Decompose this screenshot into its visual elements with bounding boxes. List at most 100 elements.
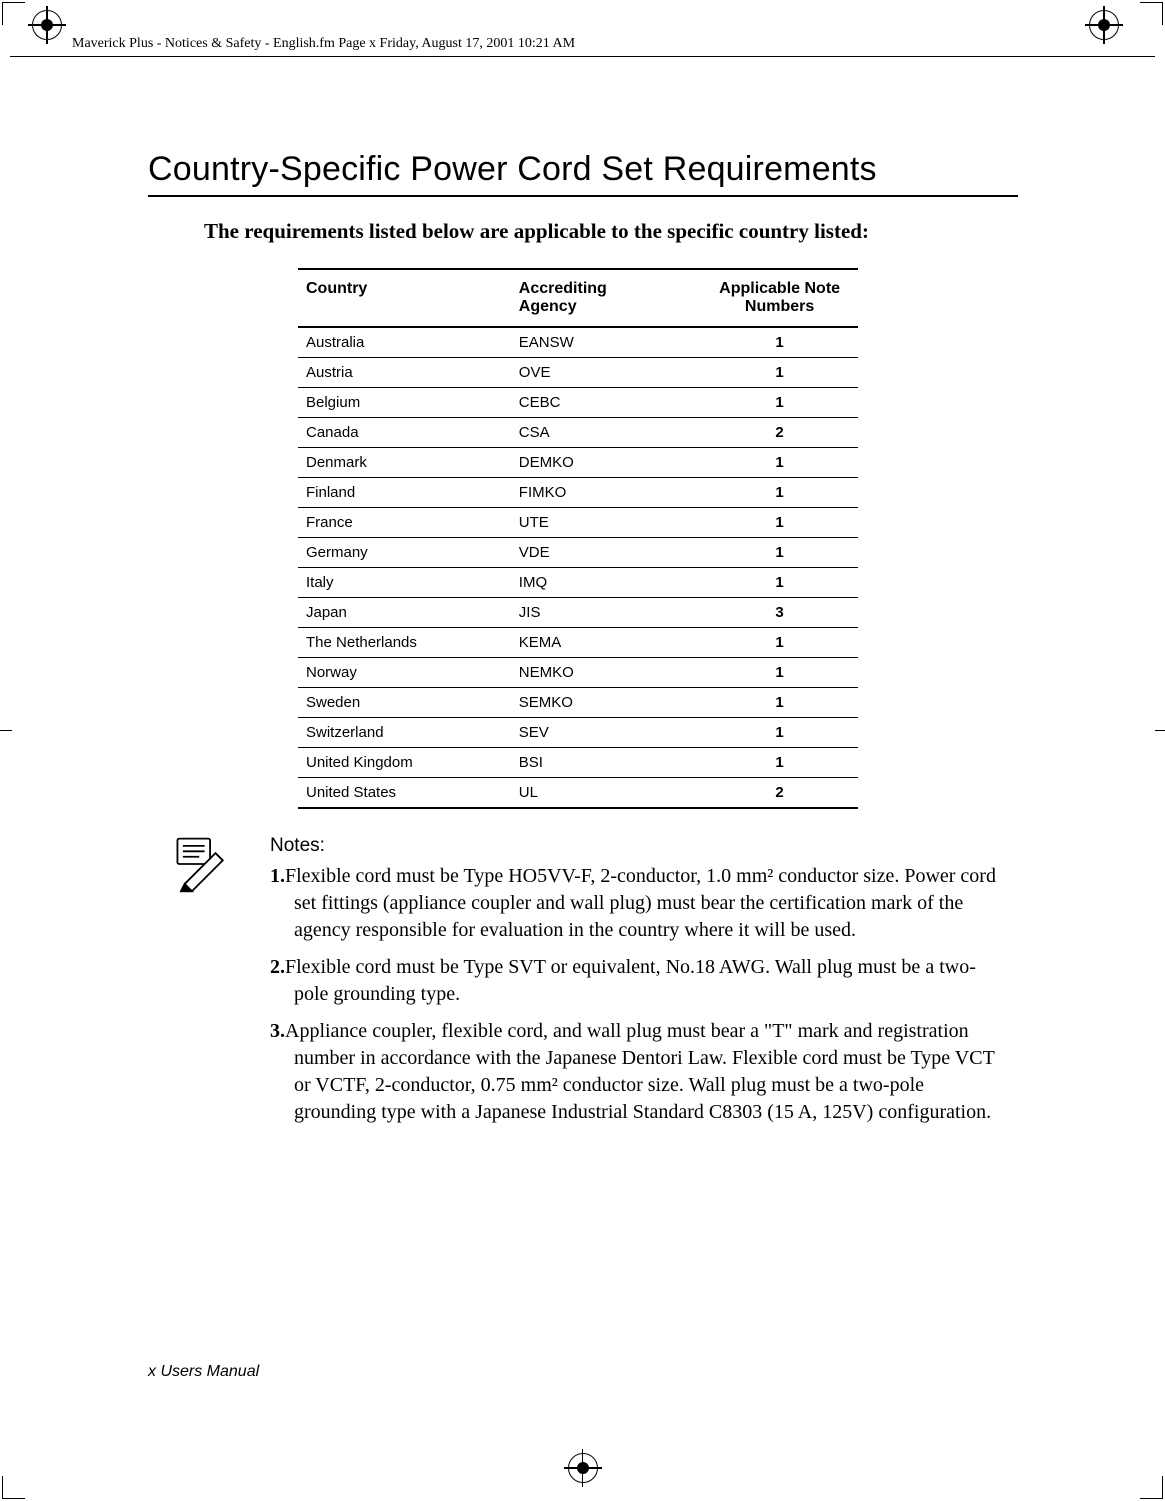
cell-country: Denmark [298,448,511,478]
crop-mark-top-right [1140,2,1163,25]
table-row: JapanJIS3 [298,598,858,628]
requirements-table-wrap: Country Accrediting Agency Applicable No… [298,268,858,809]
cell-note: 1 [701,538,858,568]
cell-country: France [298,508,511,538]
cell-note: 3 [701,598,858,628]
cell-agency: EANSW [511,327,701,358]
cell-note: 1 [701,568,858,598]
cell-note: 1 [701,358,858,388]
cell-agency: UL [511,778,701,809]
cell-country: Japan [298,598,511,628]
cell-note: 1 [701,448,858,478]
cell-note: 2 [701,778,858,809]
col-note-line2: Numbers [745,298,814,315]
section-title: Country-Specific Power Cord Set Requirem… [148,150,1018,189]
note-item: 3.Appliance coupler, flexible cord, and … [270,1018,1000,1126]
crop-tick-mid-left [0,730,10,746]
cell-agency: SEV [511,718,701,748]
cell-note: 1 [701,388,858,418]
cell-agency: FIMKO [511,478,701,508]
cell-country: Norway [298,658,511,688]
main-content: Country-Specific Power Cord Set Requirem… [148,150,1018,1136]
note-item: 2.Flexible cord must be Type SVT or equi… [270,954,1000,1008]
crop-tick-mid-right [1155,730,1165,746]
crop-mark-bottom-right [1140,1476,1163,1499]
cell-agency: KEMA [511,628,701,658]
table-header-row: Country Accrediting Agency Applicable No… [298,269,858,327]
cell-note: 1 [701,658,858,688]
table-row: BelgiumCEBC1 [298,388,858,418]
page: Maverick Plus - Notices & Safety - Engli… [0,0,1165,1501]
cell-country: Austria [298,358,511,388]
table-row: United StatesUL2 [298,778,858,809]
cell-country: United Kingdom [298,748,511,778]
registration-mark-bottom [568,1453,598,1483]
cell-country: Sweden [298,688,511,718]
cell-note: 1 [701,508,858,538]
registration-mark-top-right [1089,10,1127,48]
cell-note: 1 [701,718,858,748]
cell-agency: UTE [511,508,701,538]
cell-country: Finland [298,478,511,508]
note-text: 3.Appliance coupler, flexible cord, and … [270,1018,1000,1126]
cell-note: 2 [701,418,858,448]
table-row: SwedenSEMKO1 [298,688,858,718]
cell-agency: OVE [511,358,701,388]
cell-agency: DEMKO [511,448,701,478]
table-row: FinlandFIMKO1 [298,478,858,508]
note-text: 2.Flexible cord must be Type SVT or equi… [270,954,1000,1008]
cell-note: 1 [701,748,858,778]
cell-agency: IMQ [511,568,701,598]
table-row: ItalyIMQ1 [298,568,858,598]
cell-country: Canada [298,418,511,448]
cell-country: United States [298,778,511,809]
cell-country: Australia [298,327,511,358]
notes-block: Notes: 1.Flexible cord must be Type HO5V… [178,835,1018,1126]
lead-sentence: The requirements listed below are applic… [204,219,1018,244]
notes-list: 1.Flexible cord must be Type HO5VV-F, 2-… [270,863,1000,1126]
cell-note: 1 [701,628,858,658]
pencil-note-icon [172,835,230,898]
note-number: 1. [270,865,285,887]
cell-note: 1 [701,688,858,718]
table-row: SwitzerlandSEV1 [298,718,858,748]
table-row: DenmarkDEMKO1 [298,448,858,478]
table-row: United KingdomBSI1 [298,748,858,778]
crop-mark-top-left [2,2,25,25]
table-row: FranceUTE1 [298,508,858,538]
cell-agency: BSI [511,748,701,778]
cell-note: 1 [701,327,858,358]
cell-agency: CEBC [511,388,701,418]
col-agency: Accrediting Agency [511,269,701,327]
cell-country: The Netherlands [298,628,511,658]
cell-country: Italy [298,568,511,598]
col-agency-line2: Agency [519,298,577,315]
cell-country: Belgium [298,388,511,418]
cell-agency: CSA [511,418,701,448]
running-head: Maverick Plus - Notices & Safety - Engli… [72,36,575,52]
registration-mark-top-left [32,10,70,48]
requirements-table: Country Accrediting Agency Applicable No… [298,268,858,809]
notes-body: Notes: 1.Flexible cord must be Type HO5V… [270,835,1000,1126]
note-number: 2. [270,956,285,978]
col-agency-line1: Accrediting [519,280,607,297]
notes-heading: Notes: [270,835,1000,857]
note-number: 3. [270,1020,285,1042]
section-divider [148,195,1018,197]
page-footer: x Users Manual [148,1363,259,1381]
note-item: 1.Flexible cord must be Type HO5VV-F, 2-… [270,863,1000,944]
col-country: Country [298,269,511,327]
running-head-rule [10,56,1155,57]
table-row: The NetherlandsKEMA1 [298,628,858,658]
cell-agency: VDE [511,538,701,568]
table-row: AustriaOVE1 [298,358,858,388]
table-row: GermanyVDE1 [298,538,858,568]
table-row: AustraliaEANSW1 [298,327,858,358]
cell-agency: JIS [511,598,701,628]
col-note-line1: Applicable Note [719,280,840,297]
cell-agency: NEMKO [511,658,701,688]
table-row: NorwayNEMKO1 [298,658,858,688]
cell-agency: SEMKO [511,688,701,718]
cell-country: Germany [298,538,511,568]
note-text: 1.Flexible cord must be Type HO5VV-F, 2-… [270,863,1000,944]
